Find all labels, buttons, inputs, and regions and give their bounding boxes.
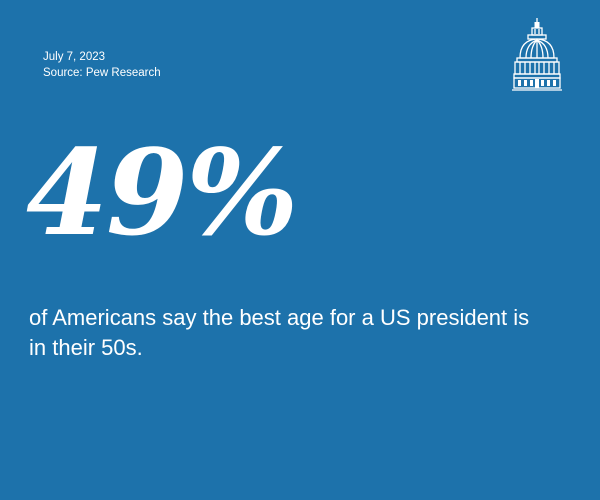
capitol-dome-icon <box>512 18 562 92</box>
stat-caption: of Americans say the best age for a US p… <box>29 305 530 360</box>
headline-stat: 49% <box>26 123 298 262</box>
date-text: July 7, 2023 <box>43 51 106 63</box>
source-text: Source: Pew Research <box>43 67 161 79</box>
meta-block: July 7, 2023 Source: Pew Research <box>43 49 161 81</box>
